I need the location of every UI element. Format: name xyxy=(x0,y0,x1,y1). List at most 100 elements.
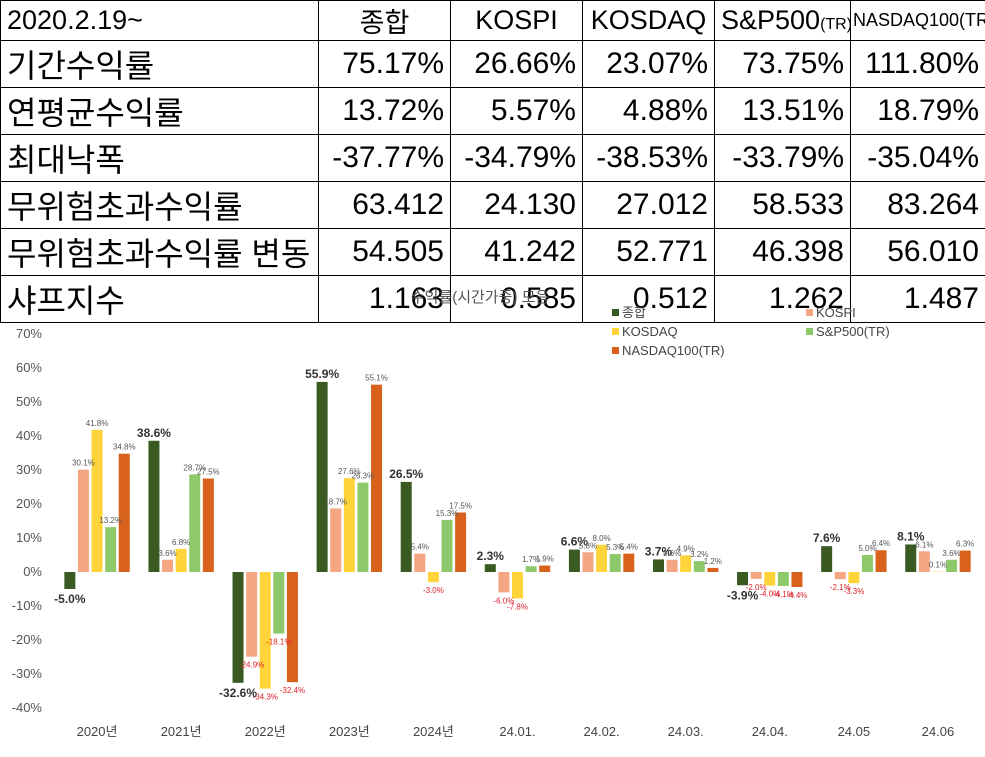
table-cell: 63.412 xyxy=(319,182,451,229)
bar xyxy=(960,551,971,572)
x-tick-label: 2024년 xyxy=(413,724,454,739)
x-tick-label: 24.05 xyxy=(838,724,871,739)
table-cell: -34.79% xyxy=(451,135,583,182)
data-label: 38.6% xyxy=(137,426,171,440)
data-label: 0.1% xyxy=(929,561,947,570)
header-sp500-name: S&P500 xyxy=(721,5,820,35)
bar xyxy=(582,552,593,572)
legend-swatch xyxy=(612,347,619,354)
legend-swatch xyxy=(806,328,813,335)
data-label: -24.9% xyxy=(239,661,264,670)
bar xyxy=(778,572,789,586)
chart-title: 수익률(시간가중) 모음 xyxy=(411,289,549,306)
data-label: 6.4% xyxy=(872,539,890,548)
data-label: 1.2% xyxy=(704,557,722,566)
y-tick-label: 20% xyxy=(16,496,42,511)
data-label: -32.4% xyxy=(280,686,305,695)
bar xyxy=(610,554,621,572)
data-label: 34.8% xyxy=(113,443,136,452)
data-label: -3.3% xyxy=(843,587,864,596)
y-tick-label: -40% xyxy=(12,700,43,715)
header-kosdaq: KOSDAQ xyxy=(583,1,715,41)
x-tick-label: 2023년 xyxy=(329,724,370,739)
data-label: 26.3% xyxy=(352,472,375,481)
bar xyxy=(653,559,664,572)
x-tick-label: 24.06 xyxy=(922,724,955,739)
table-cell: 83.264 xyxy=(851,182,985,229)
row-label: 연평균수익률 xyxy=(1,88,319,135)
bar xyxy=(623,554,634,572)
x-tick-label: 24.04. xyxy=(752,724,788,739)
bar xyxy=(414,554,425,572)
data-label: 7.6% xyxy=(813,531,841,545)
bar xyxy=(862,555,873,572)
row-label: 최대낙폭 xyxy=(1,135,319,182)
data-label: -7.8% xyxy=(507,603,528,612)
data-label: 6.1% xyxy=(915,540,933,549)
bar xyxy=(835,572,846,579)
bar xyxy=(569,550,580,572)
header-sp500-tail: (TR) xyxy=(820,16,850,33)
bar xyxy=(246,572,257,657)
data-label: 13.2% xyxy=(99,516,122,525)
table-cell: 13.51% xyxy=(715,88,851,135)
table-cell: -38.53% xyxy=(583,135,715,182)
bar xyxy=(791,572,802,587)
y-tick-label: -10% xyxy=(12,598,43,613)
legend-label: KOSDAQ xyxy=(622,324,678,339)
table-cell: 52.771 xyxy=(583,229,715,276)
data-label: 1.9% xyxy=(536,555,554,564)
bar xyxy=(189,474,200,572)
bar xyxy=(287,572,298,682)
table-cell: 73.75% xyxy=(715,41,851,88)
y-tick-label: 70% xyxy=(16,326,42,341)
x-tick-label: 2020년 xyxy=(77,724,118,739)
y-tick-label: 10% xyxy=(16,530,42,545)
row-label: 무위험초과수익률 변동 xyxy=(1,229,319,276)
data-label: 18.7% xyxy=(324,497,347,506)
bar xyxy=(751,572,762,579)
y-tick-label: 30% xyxy=(16,462,42,477)
data-label: 26.5% xyxy=(389,467,423,481)
bar xyxy=(260,572,271,689)
header-kospi: KOSPI xyxy=(451,1,583,41)
data-label: -18.1% xyxy=(266,638,291,647)
y-tick-label: 40% xyxy=(16,428,42,443)
header-nasdaq: NASDAQ100(TR xyxy=(851,1,985,41)
table-cell: 5.57% xyxy=(451,88,583,135)
data-label: 8.0% xyxy=(592,534,610,543)
stats-table: 2020.2.19~ 종합 KOSPI KOSDAQ S&P500(TR) NA… xyxy=(0,0,985,323)
returns-chart-svg: 수익률(시간가중) 모음 -40%-30%-20%-10%0%10%20%30%… xyxy=(0,276,985,752)
table-cell: -37.77% xyxy=(319,135,451,182)
table-cell: 18.79% xyxy=(851,88,985,135)
data-label: 30.1% xyxy=(72,459,95,468)
table-cell: 26.66% xyxy=(451,41,583,88)
table-cell: 54.505 xyxy=(319,229,451,276)
data-label: 6.3% xyxy=(956,540,974,549)
table-cell: -35.04% xyxy=(851,135,985,182)
x-tick-label: 24.03. xyxy=(668,724,704,739)
bar xyxy=(105,527,116,572)
data-label: 17.5% xyxy=(449,502,472,511)
header-sp500: S&P500(TR) xyxy=(715,1,851,41)
row-label: 기간수익률 xyxy=(1,41,319,88)
table-cell: 4.88% xyxy=(583,88,715,135)
table-cell: 23.07% xyxy=(583,41,715,88)
bar xyxy=(273,572,284,634)
legend-label: NASDAQ100(TR) xyxy=(622,343,725,358)
data-label: -5.0% xyxy=(54,592,86,606)
bar xyxy=(357,483,368,572)
returns-chart: 수익률(시간가중) 모음 -40%-30%-20%-10%0%10%20%30%… xyxy=(0,276,985,752)
header-composite: 종합 xyxy=(319,1,451,41)
y-tick-label: -20% xyxy=(12,632,43,647)
bar xyxy=(428,572,439,582)
table-row: 최대낙폭-37.77%-34.79%-38.53%-33.79%-35.04% xyxy=(1,135,985,182)
legend-label: 종합 xyxy=(622,305,646,320)
bar xyxy=(344,478,355,572)
table-cell: 58.533 xyxy=(715,182,851,229)
table-cell: 13.72% xyxy=(319,88,451,135)
